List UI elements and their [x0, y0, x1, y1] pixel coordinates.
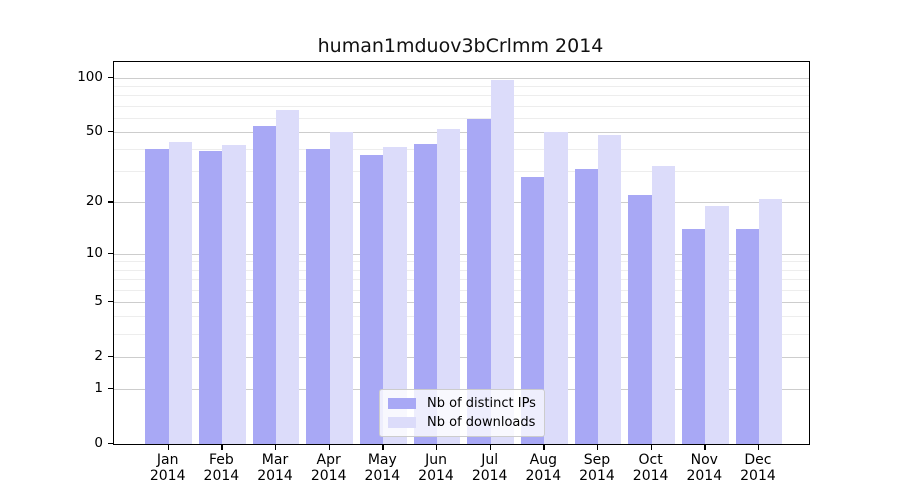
- bar-feb-downloads: [222, 145, 246, 444]
- bar-oct-ips: [628, 195, 652, 444]
- y-tick-label: 50: [85, 122, 103, 139]
- y-tick-mark: [108, 300, 113, 303]
- minor-gridline: [114, 149, 809, 151]
- bar-jul-ips: [467, 118, 491, 444]
- legend: Nb of distinct IPs Nb of downloads: [379, 389, 545, 437]
- bar-jan-downloads: [168, 141, 193, 444]
- minor-gridline: [114, 333, 809, 335]
- legend-swatch-distinct-ips: [388, 398, 416, 409]
- x-tick-mark: [543, 445, 545, 450]
- chart-title: human1mduov3bCrlmm 2014: [317, 35, 604, 57]
- x-tick-label: Aug 2014: [525, 452, 562, 484]
- major-gridline: [114, 131, 809, 133]
- legend-label-distinct-ips: Nb of distinct IPs: [427, 396, 536, 411]
- y-tick-mark: [108, 443, 113, 445]
- bar-sep-ips: [574, 168, 598, 444]
- bar-nov-ips: [681, 229, 706, 444]
- y-tick-mark: [108, 355, 113, 358]
- x-tick-label: Apr 2014: [310, 452, 347, 484]
- legend-entry-downloads: Nb of downloads: [388, 415, 536, 430]
- x-tick-mark: [650, 445, 652, 450]
- minor-gridline: [114, 278, 809, 280]
- major-gridline: [114, 301, 809, 303]
- x-tick-label: Mar 2014: [257, 452, 293, 484]
- bar-may-ips: [359, 155, 384, 444]
- x-tick-label: Jun 2014: [418, 452, 454, 484]
- x-tick-mark: [596, 445, 599, 450]
- bar-jun-ips: [413, 143, 437, 444]
- x-tick-label: Jan 2014: [149, 452, 186, 484]
- bar-mar-downloads: [276, 110, 300, 444]
- minor-gridline: [114, 269, 809, 271]
- bar-nov-downloads: [705, 206, 729, 444]
- y-tick-mark: [108, 201, 113, 203]
- bar-may-downloads: [383, 147, 407, 444]
- x-tick-label: Feb 2014: [203, 452, 240, 484]
- x-tick-label: Jul 2014: [471, 452, 508, 484]
- x-tick-mark: [489, 445, 491, 450]
- y-tick-label: 1: [94, 379, 103, 396]
- x-tick-mark: [221, 445, 223, 450]
- y-tick-label: 2: [94, 347, 103, 364]
- minor-gridline: [114, 85, 809, 87]
- minor-gridline: [114, 95, 809, 97]
- x-tick-label: Nov 2014: [686, 452, 723, 484]
- x-tick-mark: [275, 445, 277, 450]
- minor-gridline: [114, 261, 809, 263]
- bar-jan-ips: [145, 149, 169, 444]
- x-tick-label: May 2014: [364, 452, 401, 484]
- x-tick-mark: [757, 445, 760, 450]
- bar-oct-downloads: [651, 166, 676, 444]
- y-tick-label: 5: [94, 292, 103, 309]
- x-tick-mark: [328, 445, 330, 450]
- major-gridline: [114, 202, 809, 204]
- x-tick-mark: [436, 445, 438, 450]
- bar-feb-ips: [198, 151, 223, 444]
- x-tick-label: Oct 2014: [632, 452, 669, 484]
- minor-gridline: [114, 117, 809, 119]
- y-tick-mark: [108, 130, 113, 133]
- bar-jun-downloads: [437, 128, 461, 444]
- legend-entry-distinct-ips: Nb of distinct IPs: [388, 396, 536, 411]
- x-tick-label: Sep 2014: [579, 452, 615, 484]
- x-tick-mark: [382, 445, 384, 450]
- major-gridline: [114, 356, 809, 358]
- x-tick-mark: [167, 445, 169, 450]
- bar-dec-downloads: [758, 198, 783, 444]
- major-gridline: [114, 77, 809, 79]
- bar-aug-downloads: [544, 131, 568, 444]
- y-tick-label: 20: [85, 193, 103, 210]
- plot-area: [113, 61, 810, 445]
- legend-label-downloads: Nb of downloads: [427, 415, 536, 430]
- x-tick-label: Dec 2014: [740, 452, 776, 484]
- bar-aug-ips: [520, 176, 545, 444]
- major-gridline: [114, 253, 809, 255]
- bar-apr-ips: [306, 149, 330, 444]
- y-tick-mark: [108, 76, 113, 78]
- bar-jul-downloads: [490, 80, 515, 444]
- minor-gridline: [114, 105, 809, 107]
- minor-gridline: [114, 289, 809, 291]
- minor-gridline: [114, 171, 809, 173]
- bar-mar-ips: [252, 125, 276, 444]
- bar-apr-downloads: [329, 131, 354, 444]
- x-tick-mark: [704, 445, 706, 450]
- y-tick-label: 0: [94, 435, 103, 451]
- y-tick-label: 100: [77, 68, 103, 85]
- bar-sep-downloads: [597, 135, 622, 444]
- bar-dec-ips: [735, 229, 759, 444]
- y-tick-mark: [108, 252, 113, 254]
- y-tick-mark: [108, 387, 113, 390]
- minor-gridline: [114, 316, 809, 318]
- y-tick-label: 10: [85, 244, 103, 261]
- legend-swatch-downloads: [388, 417, 416, 428]
